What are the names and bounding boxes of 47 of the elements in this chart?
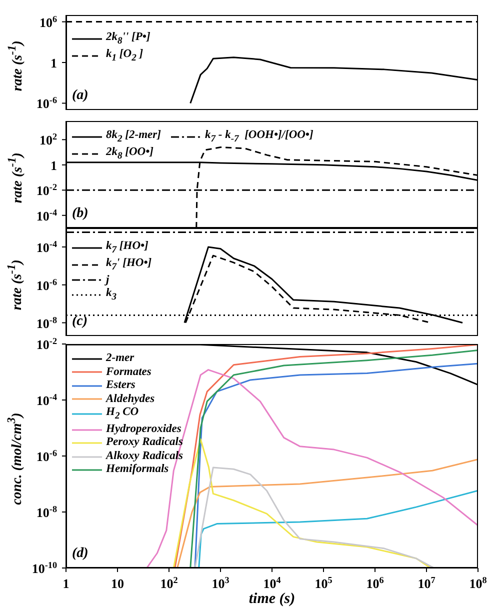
x-tick-label: 10$^{3}$: [212, 575, 230, 591]
legend-label: k$_{7}$' [HO•]: [106, 256, 152, 274]
annotation: (c): [72, 314, 88, 330]
legend-label: Hydroperoxides: [106, 422, 182, 436]
y-tick-label: 10$^{-2}$: [36, 336, 58, 352]
legend-label: j: [106, 274, 110, 288]
legend-label: Esters: [106, 379, 136, 392]
legend-label: Alkoxy Radicals: [106, 450, 183, 464]
legend-label: Formates: [106, 366, 152, 379]
legend-label: 2k$_{8}$'' [P•]: [106, 31, 150, 48]
x-tick-label: 10$^{6}$: [366, 575, 384, 591]
y-tick-label: 10$^{-2}$: [36, 182, 58, 198]
y-tick-label: 10$^{2}$: [39, 132, 58, 148]
x-axis-title: time (s): [248, 591, 296, 608]
y-tick-label: 10$^{-6}$: [36, 95, 58, 112]
legend-label: H$_{2}$ CO: [106, 406, 139, 423]
y-tick-label: 10$^{-4}$: [36, 238, 58, 255]
x-tick-label: 10: [111, 576, 124, 591]
legend-label: 8k$_{2}$ [2-mer]: [106, 129, 161, 146]
x-tick-label: 10$^{7}$: [418, 575, 436, 591]
legend-label: 2k$_{8}$ [OO•]: [106, 146, 154, 163]
legend-label: k$_{1}$ [O$_{2}$ ]: [106, 48, 144, 65]
y-tick-label: 10$^{-10}$: [32, 560, 58, 576]
legend-label: k$_{3}$: [106, 287, 117, 304]
legend-label: Aldehydes: [106, 392, 155, 406]
y-tick-label: 10$^{-4}$: [36, 207, 58, 224]
x-tick-label: 1: [62, 576, 70, 591]
legend-label: k$_{7}$ [HO•]: [106, 240, 148, 257]
y-tick-label: 10$^{-4}$: [36, 392, 58, 408]
y-tick-label: 10$^{-6}$: [36, 276, 58, 293]
y-tick-label: 10$^{-8}$: [36, 504, 58, 520]
legend-label: 2-mer: [106, 352, 134, 366]
x-tick-label: 10$^{2}$: [160, 575, 178, 591]
y-tick-label: 10$^{6}$: [39, 14, 58, 30]
legend-label: Hemiformals: [106, 463, 169, 477]
annotation: (d): [72, 546, 88, 562]
x-tick-label: 10$^{4}$: [263, 575, 282, 591]
annotation: (b): [72, 206, 88, 222]
x-tick-label: 10$^{8}$: [469, 575, 488, 591]
y-tick-label: 10$^{-8}$: [36, 314, 58, 331]
y-tick-label: 10$^{-6}$: [36, 448, 58, 464]
annotation: (a): [72, 88, 88, 104]
y-tick-label: 1: [50, 56, 57, 70]
legend-label: k$_{7}$ - k$_{-7}$ [OOH•]/[OO•]: [204, 129, 314, 146]
x-tick-label: 10$^{5}$: [314, 575, 333, 591]
legend-label: Peroxy Radicals: [106, 436, 183, 450]
y-tick-label: 1: [50, 158, 57, 173]
